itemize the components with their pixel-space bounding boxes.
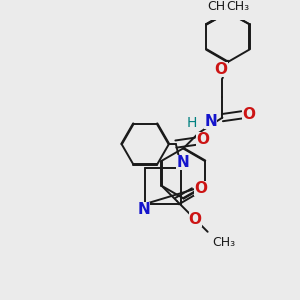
Text: CH₃: CH₃: [226, 0, 249, 13]
Text: N: N: [176, 155, 189, 170]
Text: O: O: [194, 181, 207, 196]
Text: CH₃: CH₃: [212, 236, 235, 249]
Text: N: N: [137, 202, 150, 217]
Text: O: O: [242, 107, 255, 122]
Text: O: O: [189, 212, 202, 227]
Text: CH₃: CH₃: [207, 0, 230, 13]
Text: N: N: [204, 114, 217, 129]
Text: O: O: [196, 132, 209, 147]
Text: O: O: [214, 62, 227, 77]
Text: H: H: [187, 116, 197, 130]
